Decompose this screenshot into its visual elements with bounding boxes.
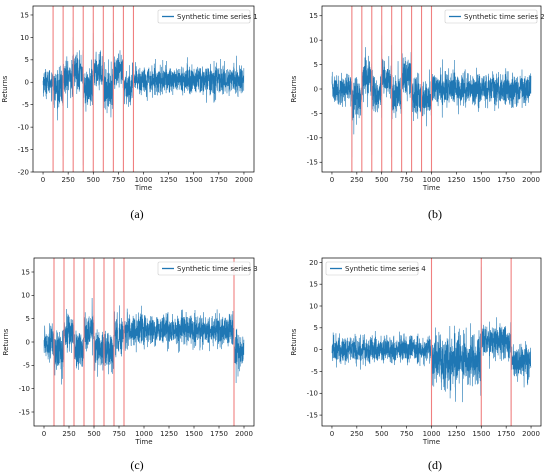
y-tick-label: 10 [309,37,318,45]
y-tick-label: -10 [19,385,30,393]
x-tick-label: 0 [330,430,334,438]
y-tick-label: -5 [22,101,29,109]
y-tick-label: 0 [314,346,318,354]
x-tick-label: 250 [350,176,363,184]
x-tick-label: 2000 [235,176,253,184]
y-tick-label: 5 [314,324,318,332]
y-tick-label: 10 [21,292,30,300]
x-axis-label: Time [134,184,152,192]
y-tick-label: 15 [20,11,29,19]
legend-label: Synthetic time series 2 [464,13,545,21]
y-tick-label: -15 [18,146,29,154]
x-tick-label: 0 [330,176,334,184]
y-tick-label: 0 [314,85,318,93]
x-tick-label: 750 [112,176,125,184]
x-axis-label: Time [134,438,152,446]
panel-label-d: (d) [428,458,442,472]
x-tick-label: 250 [62,430,75,438]
y-tick-label: 20 [309,259,318,267]
y-tick-label: -5 [311,110,318,118]
x-tick-label: 2000 [235,430,253,438]
y-tick-label: -15 [307,159,318,167]
x-tick-label: 1000 [423,176,441,184]
x-tick-label: 1250 [447,176,465,184]
panel-label-c: (c) [130,458,144,472]
series-line [43,267,245,422]
y-tick-label: -20 [18,168,29,176]
legend-label: Synthetic time series 3 [177,265,258,273]
x-tick-label: 1500 [472,176,490,184]
y-tick-label: 10 [20,34,29,42]
x-tick-label: 1000 [135,430,153,438]
x-tick-label: 500 [87,176,100,184]
y-tick-label: 15 [21,268,30,276]
series-line [42,32,245,166]
y-axis-label: Returns [1,75,9,102]
x-tick-label: 750 [400,176,413,184]
x-tick-label: 750 [112,430,125,438]
x-tick-label: 250 [350,430,363,438]
x-tick-label: 1500 [472,430,490,438]
panel-label-a: (a) [130,207,144,221]
x-tick-label: 1000 [135,176,153,184]
y-tick-label: -5 [311,368,318,376]
x-tick-label: 0 [42,430,46,438]
x-tick-label: 500 [375,430,388,438]
y-tick-label: -10 [307,390,318,398]
y-tick-label: 0 [26,338,30,346]
x-tick-label: 2000 [522,430,540,438]
y-tick-label: 15 [309,281,318,289]
x-tick-label: 1000 [423,430,441,438]
legend-box [325,261,419,276]
y-axis-label: Returns [2,328,10,355]
y-tick-label: -10 [307,134,318,142]
x-tick-label: 1250 [160,176,178,184]
x-tick-label: 1750 [497,176,515,184]
y-tick-label: 15 [309,12,318,20]
x-tick-label: 1250 [447,430,465,438]
legend-box [444,9,538,24]
legend-label: Synthetic time series 1 [177,13,258,21]
chart-panel-c: 0 250 500 750 1000 1250 1500 1750 2000 -15 -10 -5 0 5… [0,238,275,476]
y-tick-label: -15 [307,411,318,419]
chart-c: 0 250 500 750 1000 1250 1500 1750 2000 -15 -10 -5 0 5… [2,257,258,446]
chart-d: 0 250 500 750 1000 1250 1500 1750 2000 -15 -10 -5 0 5… [290,257,542,446]
legend-label: Synthetic time series 4 [345,265,426,273]
x-tick-label: 2000 [522,176,540,184]
x-axis-label: Time [422,438,440,446]
x-tick-label: 0 [41,176,45,184]
y-tick-label: -5 [23,362,30,370]
chart-a: 0 250 500 750 1000 1250 1500 1750 2000 -20 -15 -10 -… [1,5,258,192]
chart-panel-a: 0 250 500 750 1000 1250 1500 1750 2000 -20 -15 -10 -… [0,0,275,238]
y-tick-label: 5 [314,61,318,69]
legend-box [157,9,251,24]
chart-panel-d: 0 250 500 750 1000 1250 1500 1750 2000 -15 -10 -5 0 5… [275,238,550,476]
y-axis-label: Returns [290,328,298,355]
y-tick-label: 10 [309,302,318,310]
y-axis-label: Returns [290,75,298,102]
x-tick-label: 1750 [210,430,228,438]
x-tick-label: 1250 [160,430,178,438]
y-tick-label: -15 [19,408,30,416]
x-tick-label: 250 [61,176,74,184]
chart-panel-b: 0 250 500 750 1000 1250 1500 1750 2000 -15 -10 -5 0 5… [275,0,550,238]
x-tick-label: 500 [87,430,100,438]
x-tick-label: 1500 [185,430,203,438]
y-tick-label: 5 [25,56,29,64]
panel-label-b: (b) [428,207,442,221]
x-tick-label: 750 [400,430,413,438]
x-axis-label: Time [422,184,440,192]
legend-box [157,261,251,276]
x-tick-label: 500 [375,176,388,184]
x-tick-label: 1750 [497,430,515,438]
chart-b: 0 250 500 750 1000 1250 1500 1750 2000 -15 -10 -5 0 5… [290,5,545,192]
x-tick-label: 1750 [210,176,228,184]
y-tick-label: -10 [18,124,29,132]
y-tick-label: 5 [26,315,30,323]
y-tick-label: 0 [25,79,29,87]
x-tick-label: 1500 [185,176,203,184]
